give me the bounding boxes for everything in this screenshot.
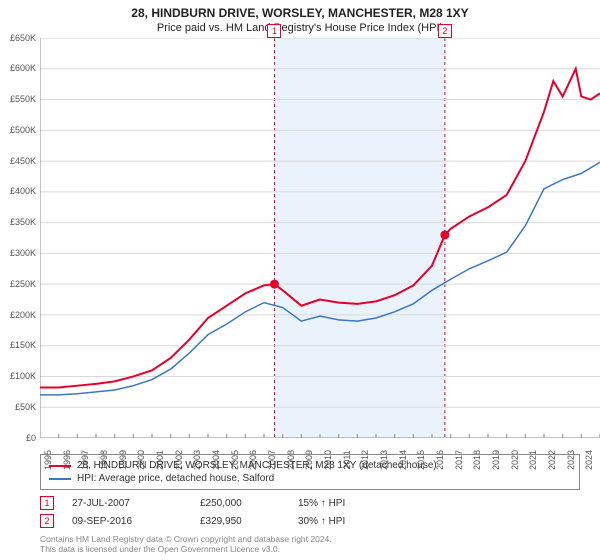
sale-date: 09-SEP-2016 bbox=[72, 516, 182, 527]
chart-plot-area: £0£50K£100K£150K£200K£250K£300K£350K£400… bbox=[40, 38, 600, 438]
y-tick-label: £500K bbox=[10, 125, 36, 135]
y-tick-label: £450K bbox=[10, 156, 36, 166]
legend-item: HPI: Average price, detached house, Salf… bbox=[49, 472, 571, 485]
sale-row: 1 27-JUL-2007 £250,000 15% ↑ HPI bbox=[40, 494, 580, 512]
y-tick-label: £400K bbox=[10, 186, 36, 196]
sale-row: 2 09-SEP-2016 £329,950 30% ↑ HPI bbox=[40, 512, 580, 530]
chart-svg bbox=[40, 38, 600, 438]
footer-line2: This data is licensed under the Open Gov… bbox=[40, 544, 332, 554]
legend-item: 28, HINDBURN DRIVE, WORSLEY, MANCHESTER,… bbox=[49, 459, 571, 472]
y-tick-label: £250K bbox=[10, 279, 36, 289]
y-tick-label: £550K bbox=[10, 94, 36, 104]
sale-marker-icon: 1 bbox=[40, 496, 54, 510]
y-tick-label: £150K bbox=[10, 340, 36, 350]
y-tick-label: £600K bbox=[10, 63, 36, 73]
sale-marker-flag: 1 bbox=[267, 24, 281, 38]
sale-price: £250,000 bbox=[200, 498, 280, 509]
legend-label: HPI: Average price, detached house, Salf… bbox=[77, 473, 274, 484]
legend-swatch bbox=[49, 465, 71, 467]
y-tick-label: £650K bbox=[10, 33, 36, 43]
footer-attribution: Contains HM Land Registry data © Crown c… bbox=[40, 534, 332, 554]
chart-title-line1: 28, HINDBURN DRIVE, WORSLEY, MANCHESTER,… bbox=[0, 0, 600, 22]
sale-date: 27-JUL-2007 bbox=[72, 498, 182, 509]
sales-table: 1 27-JUL-2007 £250,000 15% ↑ HPI 2 09-SE… bbox=[40, 494, 580, 530]
legend-box: 28, HINDBURN DRIVE, WORSLEY, MANCHESTER,… bbox=[40, 454, 580, 490]
y-tick-label: £200K bbox=[10, 310, 36, 320]
y-tick-label: £100K bbox=[10, 371, 36, 381]
legend-swatch bbox=[49, 478, 71, 480]
sale-hpi: 15% ↑ HPI bbox=[298, 498, 345, 509]
sale-price: £329,950 bbox=[200, 516, 280, 527]
footer-line1: Contains HM Land Registry data © Crown c… bbox=[40, 534, 332, 544]
chart-container: 28, HINDBURN DRIVE, WORSLEY, MANCHESTER,… bbox=[0, 0, 600, 560]
y-tick-label: £300K bbox=[10, 248, 36, 258]
y-axis-labels: £0£50K£100K£150K£200K£250K£300K£350K£400… bbox=[0, 38, 38, 438]
chart-title-line2: Price paid vs. HM Land Registry's House … bbox=[0, 22, 600, 38]
x-tick-label: 2024 bbox=[584, 450, 594, 470]
y-tick-label: £50K bbox=[15, 402, 36, 412]
y-tick-label: £0 bbox=[26, 433, 36, 443]
sale-marker-flag: 2 bbox=[438, 24, 452, 38]
sale-marker-icon: 2 bbox=[40, 514, 54, 528]
y-tick-label: £350K bbox=[10, 217, 36, 227]
sale-hpi: 30% ↑ HPI bbox=[298, 516, 345, 527]
legend-label: 28, HINDBURN DRIVE, WORSLEY, MANCHESTER,… bbox=[77, 460, 437, 471]
